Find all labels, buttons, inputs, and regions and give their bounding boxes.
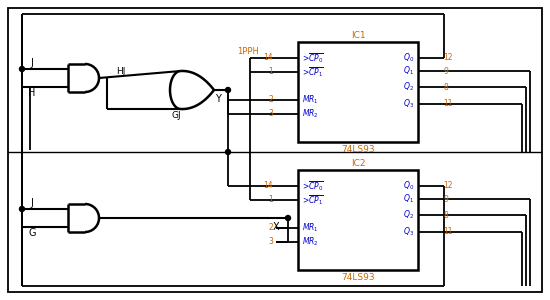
- Circle shape: [285, 215, 290, 220]
- Text: IC1: IC1: [351, 32, 365, 40]
- Bar: [298, 170, 418, 270]
- Text: 11: 11: [443, 100, 453, 109]
- Text: 74LS93: 74LS93: [341, 145, 375, 154]
- Text: 2: 2: [268, 95, 273, 104]
- Text: $Q_0$: $Q_0$: [403, 180, 414, 192]
- Text: Y: Y: [215, 94, 221, 104]
- Text: 12: 12: [443, 182, 453, 190]
- Text: $MR_2$: $MR_2$: [302, 108, 319, 120]
- Text: HJ: HJ: [116, 67, 126, 76]
- Circle shape: [19, 206, 25, 211]
- Text: H: H: [28, 88, 36, 98]
- Text: G: G: [28, 228, 36, 238]
- Text: $Q_1$: $Q_1$: [403, 65, 414, 77]
- Text: 3: 3: [268, 110, 273, 118]
- Text: 9: 9: [443, 67, 448, 76]
- Circle shape: [19, 67, 25, 71]
- Bar: [298, 42, 418, 142]
- Text: >$\overline{CP_1}$: >$\overline{CP_1}$: [302, 65, 324, 79]
- Text: >$\overline{CP_0}$: >$\overline{CP_0}$: [302, 51, 324, 65]
- Text: 1: 1: [268, 196, 273, 205]
- Circle shape: [226, 149, 230, 154]
- Text: $Q_3$: $Q_3$: [403, 98, 414, 110]
- Text: 74LS93: 74LS93: [341, 272, 375, 281]
- Text: $Q_3$: $Q_3$: [403, 226, 414, 238]
- Text: $MR_2$: $MR_2$: [302, 236, 319, 248]
- Text: 1: 1: [268, 68, 273, 76]
- Text: 11: 11: [443, 227, 453, 236]
- Text: $Q_2$: $Q_2$: [403, 81, 414, 93]
- Text: 9: 9: [443, 194, 448, 203]
- Text: 3: 3: [268, 238, 273, 247]
- Text: J: J: [31, 58, 34, 68]
- Text: $MR_1$: $MR_1$: [302, 94, 319, 106]
- Text: 8: 8: [443, 211, 448, 220]
- Text: 1PPH: 1PPH: [237, 47, 259, 56]
- Text: IC2: IC2: [351, 160, 365, 169]
- Text: >$\overline{CP_0}$: >$\overline{CP_0}$: [302, 179, 324, 193]
- Text: $Q_1$: $Q_1$: [403, 193, 414, 205]
- Text: 8: 8: [443, 82, 448, 91]
- Text: 14: 14: [263, 182, 273, 190]
- Text: GJ: GJ: [172, 110, 182, 119]
- Text: X: X: [273, 222, 279, 232]
- Text: 2: 2: [268, 224, 273, 232]
- Text: J: J: [31, 198, 34, 208]
- Text: $Q_2$: $Q_2$: [403, 209, 414, 221]
- Text: $Q_0$: $Q_0$: [403, 52, 414, 64]
- Text: 14: 14: [263, 53, 273, 62]
- Text: $MR_1$: $MR_1$: [302, 222, 319, 234]
- Text: >$\overline{CP_1}$: >$\overline{CP_1}$: [302, 193, 324, 207]
- Text: 12: 12: [443, 53, 453, 62]
- Circle shape: [226, 88, 230, 92]
